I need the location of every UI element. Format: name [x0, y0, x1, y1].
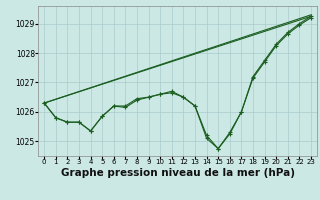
- X-axis label: Graphe pression niveau de la mer (hPa): Graphe pression niveau de la mer (hPa): [60, 168, 295, 178]
